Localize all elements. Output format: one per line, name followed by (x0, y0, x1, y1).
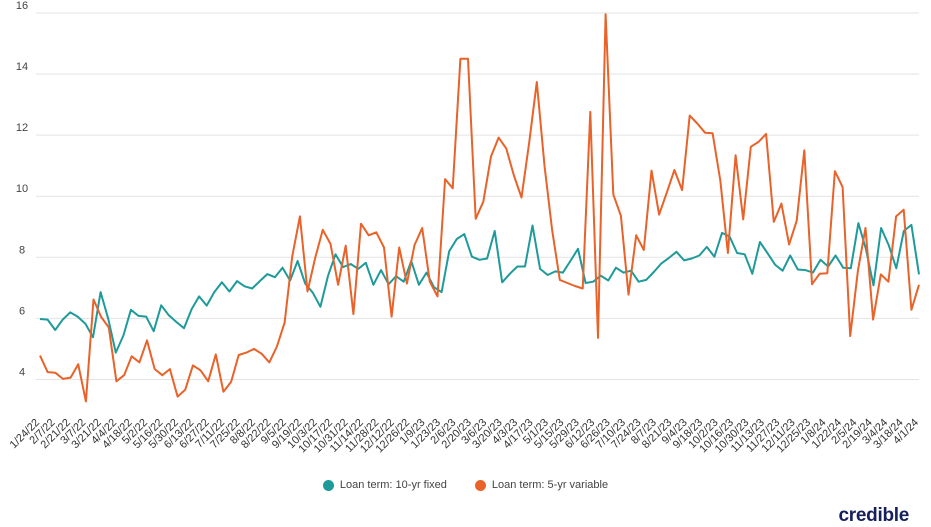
line-chart: 4 6 8 10 12 14 16 1/24/222/7/222/21/223/7/223/… (8, 0, 921, 456)
gridlines (36, 12, 919, 380)
series-lines (39, 13, 920, 403)
y-axis-ticks: 4 6 8 10 12 14 16 (16, 0, 28, 378)
legend-swatch-5yr-variable (474, 479, 486, 491)
legend-item-5yr-variable[interactable]: Loan term: 5-yr variable (474, 479, 609, 491)
legend: Loan term: 10-yr fixed Loan term: 5-yr v… (0, 479, 931, 491)
y-tick-label: 12 (16, 122, 28, 134)
legend-label-10yr-fixed: Loan term: 10-yr fixed (339, 479, 447, 491)
y-tick-label: 4 (19, 366, 25, 378)
legend-swatch-10yr-fixed (322, 479, 334, 491)
y-tick-label: 14 (16, 61, 28, 73)
y-tick-label: 16 (16, 0, 28, 12)
y-tick-label: 8 (19, 244, 25, 256)
series-line-5yr-variable (39, 13, 920, 403)
y-tick-label: 10 (16, 183, 28, 195)
credible-logo: credible (838, 505, 910, 526)
legend-label-5yr-variable: Loan term: 5-yr variable (491, 479, 609, 491)
legend-item-10yr-fixed[interactable]: Loan term: 10-yr fixed (322, 479, 447, 491)
series-line-10yr-fixed (39, 222, 920, 354)
x-axis-ticks: 1/24/222/7/222/21/223/7/223/21/224/4/224… (8, 417, 921, 456)
y-tick-label: 6 (19, 305, 25, 317)
